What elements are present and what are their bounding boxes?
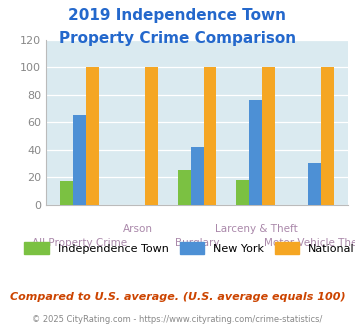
Text: Burglary: Burglary — [175, 238, 219, 248]
Text: Motor Vehicle Theft: Motor Vehicle Theft — [264, 238, 355, 248]
Bar — [178, 170, 191, 205]
Bar — [191, 147, 203, 205]
Text: Compared to U.S. average. (U.S. average equals 100): Compared to U.S. average. (U.S. average … — [10, 292, 345, 302]
Bar — [262, 67, 275, 205]
Text: Arson: Arson — [123, 224, 153, 234]
Bar — [60, 181, 73, 205]
Bar — [73, 115, 86, 205]
Bar — [236, 180, 250, 205]
Bar — [144, 67, 158, 205]
Text: 2019 Independence Town: 2019 Independence Town — [69, 8, 286, 23]
Text: © 2025 CityRating.com - https://www.cityrating.com/crime-statistics/: © 2025 CityRating.com - https://www.city… — [32, 315, 323, 324]
Text: Larceny & Theft: Larceny & Theft — [214, 224, 297, 234]
Text: Property Crime Comparison: Property Crime Comparison — [59, 31, 296, 46]
Legend: Independence Town, New York, National: Independence Town, New York, National — [20, 238, 355, 258]
Bar — [250, 100, 262, 205]
Bar — [308, 163, 321, 205]
Bar — [321, 67, 334, 205]
Text: All Property Crime: All Property Crime — [32, 238, 127, 248]
Bar — [203, 67, 217, 205]
Bar — [86, 67, 99, 205]
